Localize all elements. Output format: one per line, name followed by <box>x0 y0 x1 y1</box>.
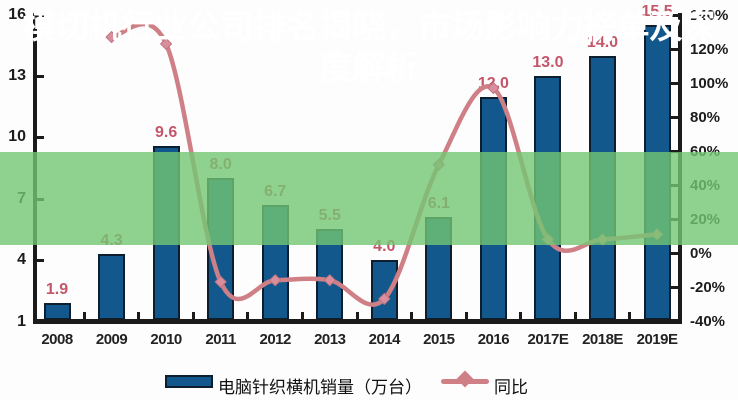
x-axis-label: 2018E <box>582 331 623 348</box>
left-axis-tick <box>37 75 44 79</box>
right-axis-tick <box>669 320 678 323</box>
x-axis-label: 2012 <box>259 331 292 348</box>
bar-2008 <box>43 303 71 320</box>
x-axis-tick <box>191 312 195 320</box>
x-axis-label: 2015 <box>423 331 455 348</box>
x-axis-tick <box>628 312 632 320</box>
right-axis-tick <box>669 48 678 51</box>
sales-bar-swatch <box>165 375 213 388</box>
right-axis-tick-label: 140% <box>690 7 729 24</box>
left-axis-tick-label: 10 <box>8 128 26 146</box>
x-axis-tick <box>300 312 304 320</box>
bar-value-label: 14.0 <box>586 33 619 51</box>
x-axis-tick <box>464 312 468 320</box>
left-axis-tick <box>37 136 44 140</box>
bar-value-label: 1.9 <box>45 281 69 299</box>
x-axis-tick <box>410 312 414 320</box>
right-axis-tick <box>669 82 678 85</box>
left-axis-tick-label: 16 <box>8 5 26 23</box>
right-axis-tick-label: 0% <box>690 245 712 262</box>
x-axis-tick <box>246 312 250 320</box>
bar-2009 <box>98 254 126 320</box>
right-axis-tick <box>669 150 678 153</box>
right-axis-tick-label: 120% <box>690 41 729 58</box>
x-axis-tick <box>355 312 359 320</box>
right-axis-tick <box>669 252 678 255</box>
x-axis-tick <box>137 312 141 320</box>
x-axis-label: 2019E <box>636 331 678 348</box>
left-axis-tick <box>37 13 44 17</box>
right-axis-tick-label: 80% <box>690 109 721 126</box>
yoy-diamond-marker <box>105 30 118 44</box>
yoy-diamond-marker <box>323 273 336 287</box>
x-axis-label: 2013 <box>314 331 346 348</box>
headline-title: 模切机行业公司排名揭晓，市场影响力榜单及深度解析 <box>22 8 716 86</box>
x-axis-label: 2014 <box>368 331 401 348</box>
yoy-diamond-marker <box>268 273 282 287</box>
chart-legend: 电脑针织横机销量（万台） 同比 <box>0 368 738 398</box>
x-axis-label: 2011 <box>205 331 236 348</box>
x-axis-label: 2008 <box>41 331 73 348</box>
bar-2014 <box>370 260 398 320</box>
left-axis-tick-label: 1 <box>17 312 26 330</box>
x-axis-tick <box>82 312 86 320</box>
right-axis-tick-label: 100% <box>690 75 729 92</box>
yoy-diamond-marker <box>487 81 500 95</box>
x-axis-label: 2017E <box>527 331 569 348</box>
headline-banner <box>0 152 738 245</box>
bar-value-label: 13.0 <box>532 54 564 72</box>
x-axis-label: 2016 <box>477 331 510 348</box>
sales-legend-label: 电脑针织横机销量（万台） <box>218 378 422 397</box>
x-axis-label: 2010 <box>150 331 182 348</box>
x-axis-tick <box>519 312 523 320</box>
left-axis-tick-label: 4 <box>17 251 26 269</box>
x-axis-line <box>33 319 682 324</box>
x-axis-label: 2009 <box>95 331 128 348</box>
right-axis-tick-label: -40% <box>690 313 726 330</box>
bar-value-label: 9.6 <box>154 123 178 141</box>
right-axis-tick-label: -20% <box>690 279 726 296</box>
right-axis-tick <box>669 14 678 17</box>
left-axis-tick <box>37 320 44 324</box>
yoy-diamond-marker <box>214 275 227 289</box>
left-axis-tick <box>37 259 44 263</box>
bar-value-label: 15.5 <box>641 2 673 20</box>
yoy-diamond-marker <box>378 292 391 306</box>
yoy-legend-label: 同比 <box>494 378 528 397</box>
left-axis-tick-label: 13 <box>8 67 26 85</box>
right-axis-tick <box>669 116 678 119</box>
yoy-diamond-marker <box>159 37 173 51</box>
right-axis-tick <box>669 286 678 289</box>
x-axis-tick <box>573 312 577 320</box>
